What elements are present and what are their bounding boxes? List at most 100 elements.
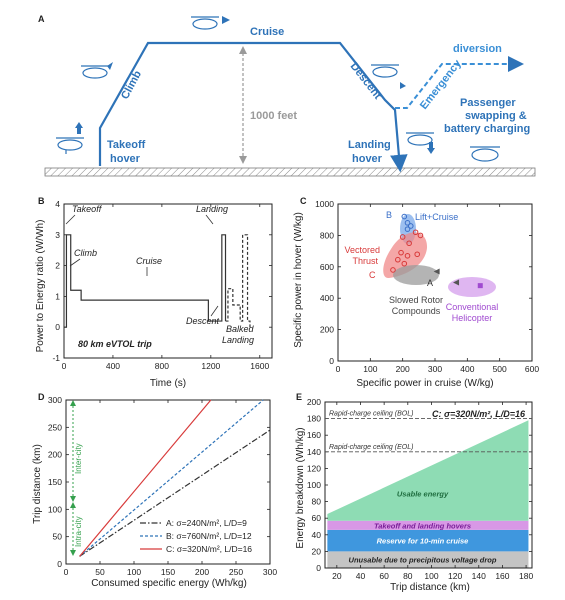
c-point-vectored-thrust — [398, 249, 404, 256]
b-y-tick-label: 0 — [55, 322, 60, 332]
b-ann-balked-landing: Landing — [222, 335, 254, 345]
c-x-tick-label: 500 — [493, 364, 507, 374]
d-x-tick-label: 150 — [161, 567, 175, 577]
c-x-tick-label: 400 — [460, 364, 474, 374]
d-x-tick-label: 50 — [95, 567, 105, 577]
c-plot-frame — [337, 203, 533, 362]
blob-helicopter — [448, 277, 496, 297]
e-layer-label: Usable energy — [397, 489, 449, 498]
b-y-tick-label: 2 — [55, 261, 60, 271]
e-layer-label: Takeoff and landing hovers — [374, 521, 471, 530]
e-y-tick-label: 160 — [307, 430, 321, 440]
chart-d: 0 50 100 150 200 250 300 0 50 100 150 200 250 300 Int… — [32, 395, 277, 589]
c-y-tick-label: 600 — [320, 262, 334, 272]
b-x-tick-label: 1200 — [201, 361, 220, 371]
c-point-lift-cruise — [407, 223, 414, 229]
panel-letter-a: A — [38, 14, 45, 24]
ground — [44, 167, 536, 177]
b-y-tick-label: -1 — [52, 353, 60, 363]
e-y-tick-label: 180 — [307, 414, 321, 424]
b-ann-takeoff: Takeoff — [72, 204, 103, 214]
panel-letter-b: B — [38, 196, 45, 206]
c-point-vectored-thrust — [412, 229, 419, 236]
c-label-slowed-1: Slowed Rotor — [389, 295, 443, 305]
c-y-tick-label: 400 — [320, 293, 334, 303]
c-point-lift-cruise — [404, 226, 411, 232]
e-y-tick-label: 200 — [307, 397, 321, 407]
c-x-tick-label: 300 — [428, 364, 442, 374]
d-series-line-2 — [79, 399, 212, 557]
d-series-line-1 — [79, 399, 264, 557]
diversion-label: diversion — [453, 43, 502, 55]
e-y-tick-label: 40 — [312, 530, 322, 540]
e-x-tick-label: 140 — [472, 571, 486, 581]
c-label-heli-2: Helicopter — [452, 313, 493, 323]
b-y-tick-label: 3 — [55, 230, 60, 240]
e-ylabel: Energy breakdown (Wh/kg) — [295, 427, 306, 548]
b-ann-climb: Climb — [74, 248, 97, 258]
b-ann-balked: Balked — [226, 324, 255, 334]
b-ann-cruise: Cruise — [136, 256, 162, 266]
flight-path — [98, 41, 408, 173]
aircraft-icon — [56, 16, 500, 162]
c-point-slowed-rotor — [433, 268, 440, 275]
b-ann-landing: Landing — [196, 204, 228, 214]
c-x-tick-label: 600 — [525, 364, 539, 374]
c-xlabel: Specific power in cruise (W/kg) — [356, 378, 493, 389]
takeoff-label-2: hover — [110, 153, 141, 165]
descent-label: Descent — [348, 60, 384, 101]
c-point-lift-cruise — [404, 220, 411, 226]
d-x-tick-label: 250 — [229, 567, 243, 577]
b-ann-descent: Descent — [186, 316, 220, 326]
c-ylabel: Specific power in hover (W/kg) — [293, 212, 304, 348]
e-layer-1 — [327, 529, 529, 552]
c-y-tick-label: 200 — [320, 325, 334, 335]
passenger-label-3: battery charging — [444, 123, 530, 135]
e-y-tick-label: 120 — [307, 463, 321, 473]
c-y-tick-label: 800 — [320, 230, 334, 240]
passenger-label-1: Passenger — [460, 97, 516, 109]
panel-letter-e: E — [296, 392, 303, 402]
e-layer-label: Reserve for 10-min cruise — [377, 537, 469, 546]
c-point-label-a: A — [427, 278, 433, 288]
b-x-tick-label: 800 — [155, 361, 169, 371]
landing-label-1: Landing — [348, 139, 391, 151]
d-legend-label: A: σ=240N/m², L/D=9 — [166, 518, 247, 528]
e-x-tick-label: 80 — [403, 571, 413, 581]
d-legend-label: C: σ=320N/m², L/D=16 — [166, 544, 252, 554]
b-x-tick-label: 400 — [106, 361, 120, 371]
d-legend-label: B: σ=760N/m², L/D=12 — [166, 531, 252, 541]
b-annotation-arrow — [210, 305, 219, 317]
intra-city-label: Intra-city — [74, 516, 83, 547]
c-point-vectored-thrust — [414, 251, 421, 258]
e-x-tick-label: 100 — [424, 571, 438, 581]
e-reference-label: Rapid-charge ceiling (BOL) — [329, 411, 413, 418]
blob-slowed-rotor — [393, 265, 439, 285]
c-point-vectored-thrust — [417, 232, 424, 239]
e-y-tick-label: 80 — [312, 497, 322, 507]
c-label-lift-cruise: Lift+Cruise — [415, 212, 458, 222]
climb-label: Climb — [119, 69, 144, 102]
panel-letter-d: D — [38, 392, 45, 402]
e-layer-2 — [327, 520, 529, 530]
landing-label-2: hover — [352, 153, 383, 165]
c-point-vectored-thrust — [401, 260, 408, 267]
chart-e: 20 40 60 80 100 120 140 160 180 0 20 40 60 80 100 120 14… — [295, 397, 533, 593]
diversion-path — [395, 56, 524, 109]
c-point-vectored-thrust — [395, 256, 401, 263]
b-x-tick-label: 1600 — [250, 361, 269, 371]
c-point-vectored-thrust — [399, 234, 406, 240]
inter-city-label: Inter-city — [74, 443, 83, 474]
direction-arrows — [75, 16, 435, 154]
d-y-tick-label: 50 — [53, 532, 63, 542]
c-point-lift-cruise — [401, 213, 408, 220]
e-y-tick-label: 60 — [312, 513, 322, 523]
b-xlabel: Time (s) — [150, 378, 186, 389]
c-point-label-c: C — [369, 270, 376, 280]
c-x-tick-label: 200 — [396, 364, 410, 374]
d-xlabel: Consumed specific energy (Wh/kg) — [91, 578, 247, 589]
b-annotation-arrow — [65, 214, 76, 225]
b-plot-frame — [63, 203, 273, 359]
b-y-tick-label: 4 — [55, 199, 60, 209]
